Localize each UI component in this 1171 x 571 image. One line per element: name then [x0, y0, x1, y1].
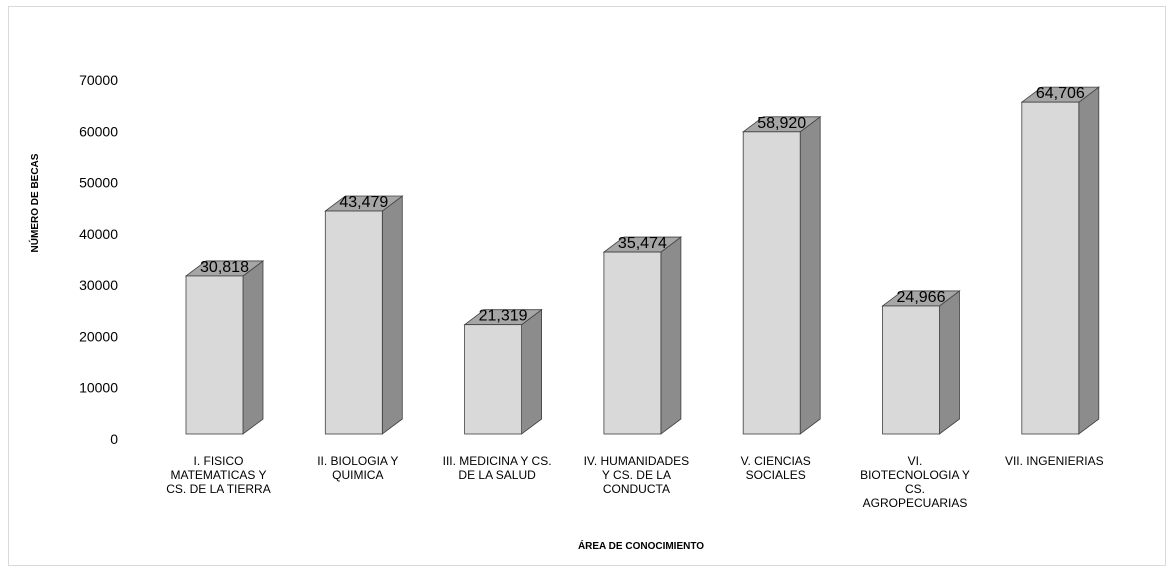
bar-front-face: [603, 251, 662, 435]
category-label-line: MATEMATICAS Y: [170, 468, 266, 482]
y-tick-label: 70000: [79, 72, 118, 88]
bar: [463, 308, 543, 435]
bar-side-face: [242, 260, 264, 435]
category-label-line: BIOTECNOLOGIA Y: [860, 468, 970, 482]
category-label-line: IV. HUMANIDADES: [584, 454, 690, 468]
category-label-line: VII. INGENIERIAS: [1005, 454, 1104, 468]
data-labels: 30,818 43,479 21,319 35,474 58,920 24,966 64,7…: [200, 85, 1085, 325]
y-tick-label: 20000: [79, 328, 118, 344]
category-label: VII. INGENIERIAS: [1005, 454, 1104, 468]
bar-value-label: 43,479: [339, 194, 388, 211]
bar: [1020, 86, 1101, 435]
category-label-line: AGROPECUARIAS: [863, 496, 968, 510]
category-label: III. MEDICINA Y CS. DE LA SALUD: [443, 454, 552, 482]
bar-value-label: 21,319: [479, 308, 528, 325]
y-axis-ticks: 0 10000 20000 30000 40000 50000 60000 70000: [79, 72, 118, 447]
category-label-line: CS.: [905, 482, 925, 496]
bar: [184, 260, 265, 435]
category-label: V. CIENCIAS SOCIALES: [741, 454, 811, 482]
y-tick-label: 40000: [79, 226, 118, 242]
bar-side-face: [660, 236, 682, 435]
x-axis-title: ÁREA DE CONOCIMIENTO: [578, 539, 704, 552]
bar-value-label: 64,706: [1036, 85, 1085, 102]
category-label-line: CS. DE LA TIERRA: [166, 482, 270, 496]
bar-side-face: [799, 116, 821, 435]
category-label-line: DE LA SALUD: [458, 468, 536, 482]
bar-front-face: [185, 275, 244, 435]
category-label: II. BIOLOGIA Y QUIMICA: [317, 454, 398, 482]
category-label-line: SOCIALES: [746, 468, 806, 482]
category-label-line: I. FISICO: [193, 454, 243, 468]
bar-side-face: [381, 195, 403, 435]
bars: [184, 86, 1101, 435]
category-label-line: CONDUCTA: [603, 482, 670, 496]
category-label-line: QUIMICA: [332, 468, 383, 482]
category-label-line: Y CS. DE LA: [602, 468, 671, 482]
bar: [602, 236, 683, 435]
category-label-line: III. MEDICINA Y CS.: [443, 454, 552, 468]
y-tick-label: 10000: [79, 380, 118, 396]
y-tick-label: 0: [110, 431, 118, 447]
bar-value-label: 30,818: [200, 259, 249, 276]
category-labels: I. FISICO MATEMATICAS Y CS. DE LA TIERRA II…: [166, 454, 1103, 510]
y-tick-label: 50000: [79, 175, 118, 191]
bar-value-label: 35,474: [618, 235, 667, 252]
y-tick-label: 30000: [79, 277, 118, 293]
bar-front-face: [464, 324, 523, 435]
category-label: IV. HUMANIDADES Y CS. DE LA CONDUCTA: [584, 454, 690, 496]
category-label-line: II. BIOLOGIA Y: [317, 454, 398, 468]
bar: [324, 195, 404, 435]
bar-value-label: 24,966: [897, 289, 946, 306]
bar-side-face: [521, 308, 542, 435]
y-tick-label: 60000: [79, 123, 118, 139]
y-axis-title: NÚMERO DE BECAS: [28, 153, 41, 252]
bar: [742, 116, 822, 435]
bar-side-face: [939, 290, 960, 435]
bar: [881, 290, 961, 435]
category-label-line: V. CIENCIAS: [741, 454, 811, 468]
bar-value-label: 58,920: [757, 115, 806, 132]
bar-front-face: [324, 210, 383, 435]
category-label: I. FISICO MATEMATICAS Y CS. DE LA TIERRA: [166, 454, 270, 496]
bar-front-face: [742, 131, 801, 435]
category-label: VI. BIOTECNOLOGIA Y CS. AGROPECUARIAS: [860, 454, 970, 510]
category-label-line: VI.: [908, 454, 923, 468]
bar-front-face: [882, 305, 940, 435]
bar-front-face: [1021, 101, 1080, 435]
bar-side-face: [1078, 86, 1100, 435]
